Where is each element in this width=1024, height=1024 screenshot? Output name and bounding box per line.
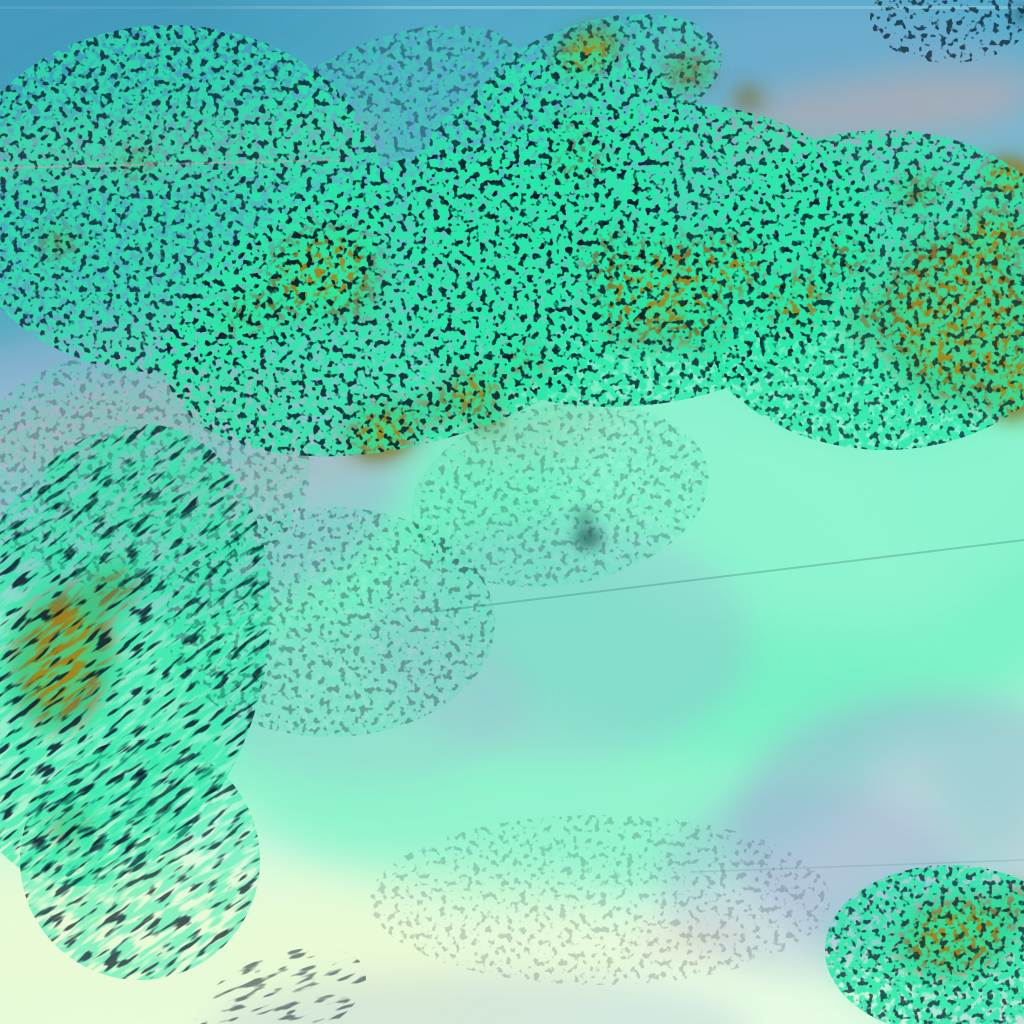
speckle-texture bbox=[20, 740, 260, 980]
top-hairline bbox=[0, 6, 1024, 9]
speckle-texture bbox=[370, 815, 830, 985]
speckle-texture bbox=[685, 130, 1024, 450]
dark-blot bbox=[574, 528, 602, 548]
streak-rotation bbox=[180, 926, 380, 1024]
dark-blot bbox=[1017, 5, 1024, 23]
dark-blots bbox=[574, 5, 1024, 548]
speckle-texture bbox=[0, 389, 318, 921]
speckle-texture bbox=[0, 350, 310, 590]
speckle-cluster bbox=[685, 130, 1024, 450]
speckle-cluster bbox=[0, 350, 310, 590]
streak-rotation bbox=[0, 389, 318, 921]
contrail-line bbox=[429, 539, 1024, 613]
pink-streak-line bbox=[0, 159, 341, 169]
speckle-cluster bbox=[370, 815, 830, 985]
streak-cluster bbox=[0, 389, 318, 921]
dark-blot bbox=[577, 512, 593, 524]
pink-wisp bbox=[725, 59, 1024, 131]
streak-cluster bbox=[20, 740, 260, 980]
streak-rotation bbox=[20, 740, 260, 980]
olive-blob bbox=[735, 88, 761, 108]
speckle-cluster bbox=[825, 865, 1024, 1024]
streak-cluster bbox=[180, 926, 380, 1024]
speckle-texture bbox=[180, 926, 380, 1024]
contrail-line bbox=[689, 859, 1024, 873]
